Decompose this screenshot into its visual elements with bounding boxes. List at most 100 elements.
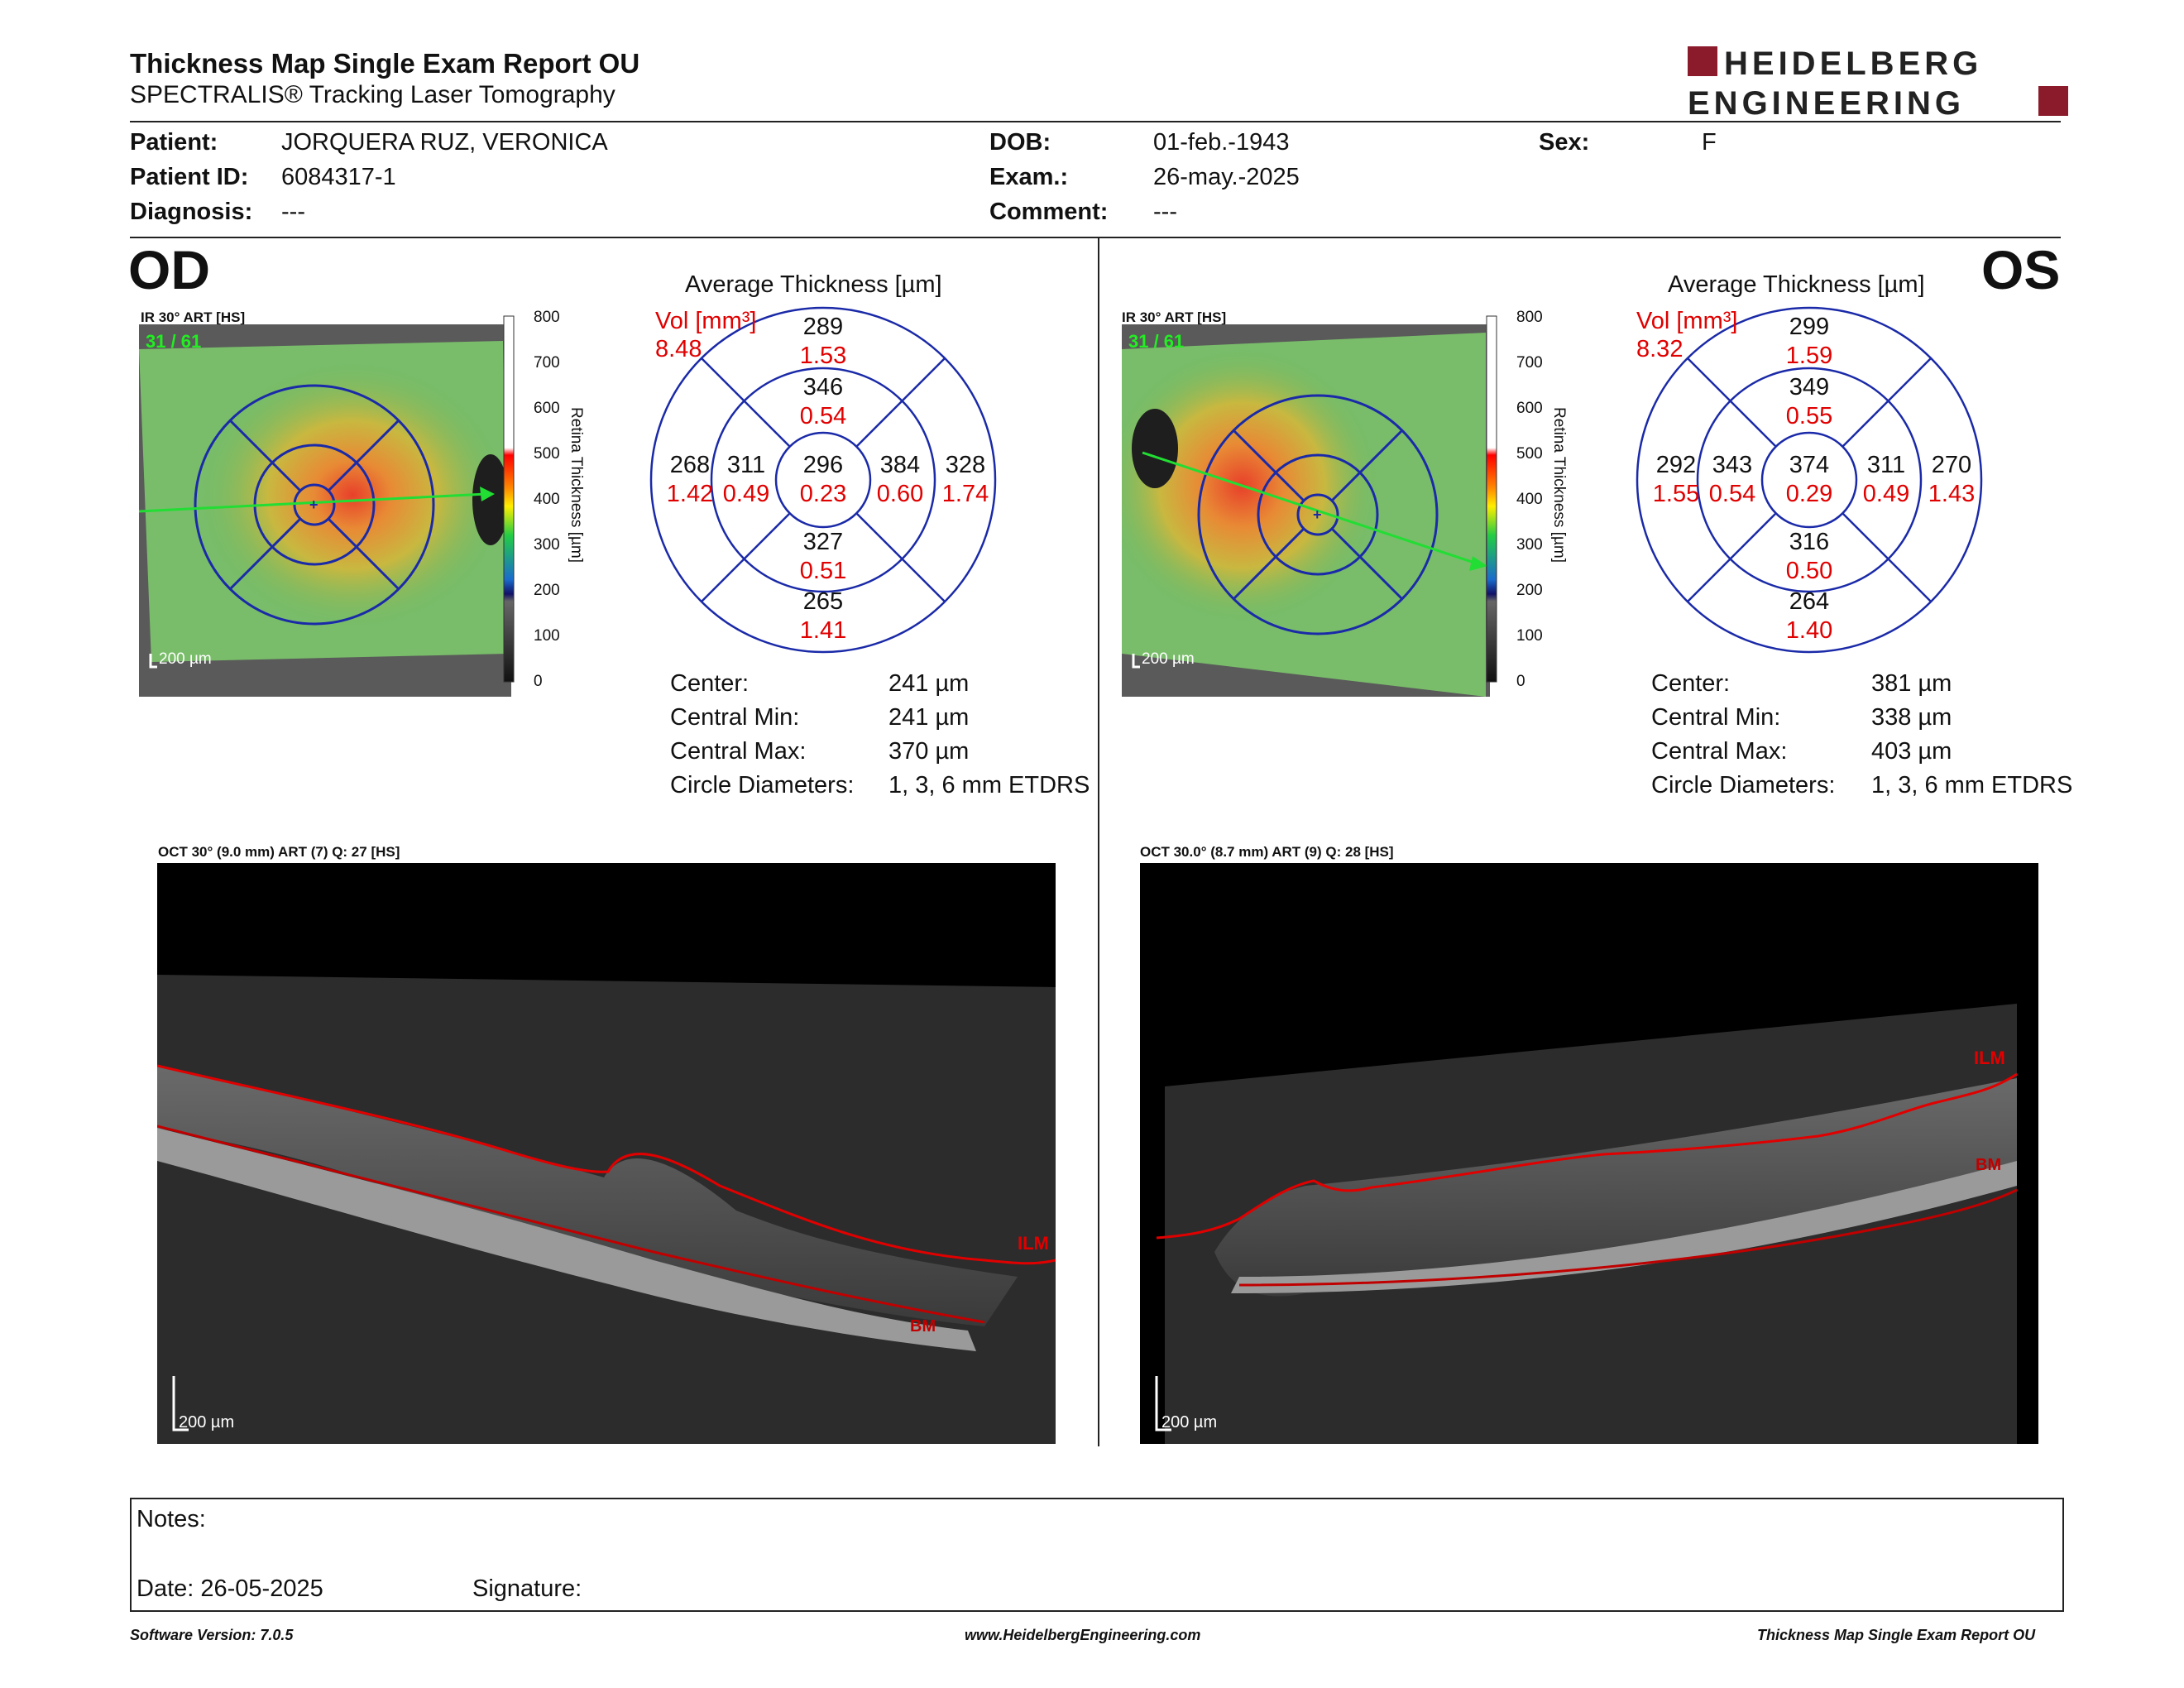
svg-text:346: 346	[803, 374, 843, 400]
svg-text:292: 292	[1656, 452, 1696, 478]
svg-text:268: 268	[670, 452, 710, 478]
notes-label: Notes:	[136, 1506, 206, 1532]
comment-value: ---	[1153, 199, 1177, 225]
os-colorbar-title: Retina Thickness [µm]	[1550, 407, 1568, 563]
svg-text:0.60: 0.60	[877, 481, 923, 507]
svg-text:200: 200	[534, 582, 560, 599]
patient-name: JORQUERA RUZ, VERONICA	[281, 129, 608, 156]
date-label: Date: 26-05-2025	[136, 1575, 323, 1602]
eye-label-od: OD	[128, 239, 210, 300]
logo-line1: HEIDELBERG	[1724, 46, 1982, 82]
od-fundus-thickness-map: + 31 / 61 200 µm	[139, 324, 511, 697]
os-fundus-thickness-map: + 31 / 61 200 µm	[1122, 324, 1490, 697]
svg-text:311: 311	[1867, 452, 1905, 478]
notes-box: Notes: Date: 26-05-2025 Signature:	[130, 1498, 2064, 1612]
report-subtitle: SPECTRALIS® Tracking Laser Tomography	[130, 81, 615, 108]
od-oct-caption: OCT 30° (9.0 mm) ART (7) Q: 27 [HS]	[158, 844, 400, 860]
od-frame-counter: 31 / 61	[146, 331, 201, 352]
svg-text:327: 327	[803, 529, 843, 555]
eye-label-os: OS	[1981, 239, 2061, 300]
od-etdrs-grid: 289 1.53 346 0.54 296 0.23 327 0.51 265 …	[649, 306, 997, 654]
od-scale-bar-label: 200 µm	[159, 650, 212, 668]
header-divider	[130, 121, 2061, 122]
logo-line2: ENGINEERING	[1688, 85, 1965, 119]
os-optic-disc	[1132, 409, 1178, 488]
svg-text:264: 264	[1789, 588, 1829, 615]
comment-label: Comment:	[989, 199, 1109, 225]
svg-text:0.54: 0.54	[800, 403, 846, 429]
od-retina-thickness-colorbar: 800 700 600 500 400 300 200 100 0 Retina…	[503, 309, 585, 690]
os-bm-label: BM	[1976, 1156, 2001, 1174]
sex-label: Sex:	[1539, 129, 1590, 156]
svg-text:0: 0	[1516, 673, 1525, 690]
os-central-min-label: Central Min:	[1651, 704, 1781, 731]
os-center-label: Center:	[1651, 670, 1731, 697]
svg-text:800: 800	[1516, 309, 1543, 326]
os-etdrs-grid: 299 1.59 349 0.55 374 0.29 316 0.50 264 …	[1636, 306, 1983, 654]
patient-id-label: Patient ID:	[130, 164, 249, 190]
od-ir-caption: IR 30° ART [HS]	[141, 309, 246, 325]
dob-value: 01-feb.-1943	[1153, 129, 1290, 156]
os-circle-diameters-value: 1, 3, 6 mm ETDRS	[1871, 772, 2073, 798]
svg-text:1.74: 1.74	[942, 481, 989, 507]
svg-text:296: 296	[803, 452, 843, 478]
od-colorbar-title: Retina Thickness [µm]	[568, 407, 585, 563]
exam-value: 26-may.-2025	[1153, 164, 1300, 190]
os-retina-thickness-colorbar: 800 700 600 500 400 300 200 100 0 Retina…	[1486, 309, 1568, 690]
svg-text:289: 289	[803, 314, 843, 340]
svg-text:1.53: 1.53	[800, 343, 846, 369]
svg-text:800: 800	[534, 309, 560, 326]
svg-text:600: 600	[534, 400, 560, 417]
od-vol-label: Vol [mm³]	[655, 308, 757, 334]
os-central-max-label: Central Max:	[1651, 738, 1788, 765]
svg-text:1.59: 1.59	[1786, 343, 1832, 369]
svg-text:500: 500	[1516, 445, 1543, 463]
svg-text:1.40: 1.40	[1786, 617, 1832, 644]
svg-text:316: 316	[1789, 529, 1829, 555]
logo-square-top	[1688, 46, 1717, 76]
od-circle-diameters-value: 1, 3, 6 mm ETDRS	[888, 772, 1090, 798]
signature-label: Signature:	[472, 1575, 582, 1602]
od-optic-disc	[472, 454, 509, 545]
svg-text:700: 700	[534, 354, 560, 372]
svg-text:100: 100	[534, 627, 560, 645]
patient-label: Patient:	[130, 129, 218, 156]
od-average-thickness-title: Average Thickness [µm]	[685, 271, 942, 298]
os-oct-bscan: ILM BM 200 µm	[1140, 863, 2038, 1444]
od-central-min-label: Central Min:	[670, 704, 800, 731]
svg-text:700: 700	[1516, 354, 1543, 372]
od-center-value: 241 µm	[888, 670, 970, 697]
svg-text:300: 300	[1516, 536, 1543, 554]
svg-text:600: 600	[1516, 400, 1543, 417]
svg-text:1.55: 1.55	[1653, 481, 1699, 507]
svg-text:100: 100	[1516, 627, 1543, 645]
diagnosis-value: ---	[281, 199, 305, 225]
os-oct-scale-label: 200 µm	[1161, 1413, 1217, 1431]
svg-text:265: 265	[803, 588, 843, 615]
heidelberg-logo: HEIDELBERG ENGINEERING	[1688, 46, 2068, 119]
footer-website: www.HeidelbergEngineering.com	[965, 1627, 1201, 1643]
od-central-min-value: 241 µm	[888, 704, 970, 731]
svg-text:0.55: 0.55	[1786, 403, 1832, 429]
svg-text:349: 349	[1789, 374, 1829, 400]
os-vol-label: Vol [mm³]	[1636, 308, 1738, 334]
od-ilm-label: ILM	[1018, 1233, 1049, 1254]
os-central-min-value: 338 µm	[1871, 704, 1952, 731]
os-circle-diameters-label: Circle Diameters:	[1651, 772, 1836, 798]
os-frame-counter: 31 / 61	[1128, 331, 1184, 352]
od-oct-scale-label: 200 µm	[179, 1413, 234, 1431]
svg-text:0.29: 0.29	[1786, 481, 1832, 507]
svg-text:0.49: 0.49	[723, 481, 769, 507]
dob-label: DOB:	[989, 129, 1051, 156]
svg-text:0.51: 0.51	[800, 558, 846, 584]
sex-value: F	[1702, 129, 1717, 156]
patient-id: 6084317-1	[281, 164, 396, 190]
od-vol-total: 8.48	[655, 336, 702, 362]
svg-text:0.50: 0.50	[1786, 558, 1832, 584]
svg-text:300: 300	[534, 536, 560, 554]
svg-text:1.42: 1.42	[667, 481, 713, 507]
svg-text:343: 343	[1712, 452, 1752, 478]
exam-label: Exam.:	[989, 164, 1069, 190]
os-vol-total: 8.32	[1636, 336, 1684, 362]
svg-text:384: 384	[880, 452, 920, 478]
